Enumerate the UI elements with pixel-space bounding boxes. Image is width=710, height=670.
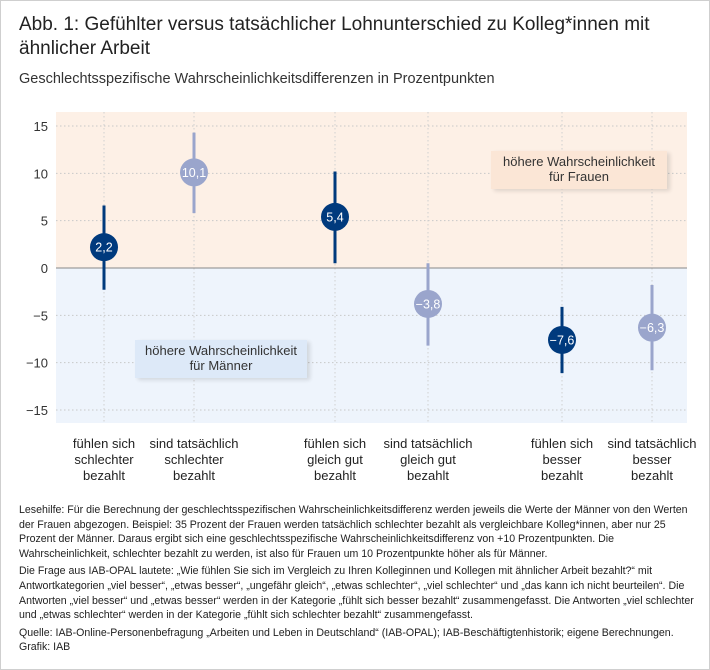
x-tick-label: schlechter	[164, 452, 224, 467]
data-label: 2,2	[95, 241, 112, 255]
data-point	[414, 289, 442, 318]
annotation-text: höhere Wahrscheinlichkeit	[503, 154, 655, 169]
x-tick-label: bezahlt	[407, 468, 449, 483]
x-tick-label: sind tatsächlich	[608, 436, 697, 451]
y-tick-label: 0	[41, 261, 48, 276]
x-tick-label: bezahlt	[173, 468, 215, 483]
x-tick-label: fühlen sich	[304, 436, 366, 451]
annotation-text: für Frauen	[549, 169, 609, 184]
x-tick-label: schlechter	[74, 452, 134, 467]
annotation-box	[135, 340, 307, 378]
data-label: 10,1	[182, 166, 206, 180]
data-point	[548, 325, 576, 354]
positive-area	[56, 112, 687, 268]
question-note: Die Frage aus IAB-OPAL lautete: „Wie füh…	[19, 565, 694, 622]
x-tick-label: sind tatsächlich	[150, 436, 239, 451]
data-point	[321, 202, 349, 231]
x-tick-label: bezahlt	[83, 468, 125, 483]
data-label: 5,4	[326, 210, 343, 224]
x-tick-label: fühlen sich	[73, 436, 135, 451]
x-tick-label: besser	[632, 452, 672, 467]
annotation-box	[491, 151, 667, 189]
chart-title: Abb. 1: Gefühlter versus tatsächlicher L…	[19, 14, 650, 59]
data-label: −3,8	[416, 297, 441, 311]
x-tick-label: sind tatsächlich	[384, 436, 473, 451]
data-point	[180, 158, 208, 187]
y-tick-label: −10	[26, 356, 48, 371]
y-tick-label: −15	[26, 403, 48, 418]
y-tick-label: 10	[34, 166, 48, 181]
data-label: −7,6	[550, 333, 575, 347]
x-tick-label: besser	[542, 452, 582, 467]
y-tick-label: 5	[41, 214, 48, 229]
data-point	[638, 313, 666, 342]
graphic-credit: Grafik: IAB	[19, 641, 71, 654]
x-tick-label: gleich gut	[307, 452, 363, 467]
x-tick-label: bezahlt	[314, 468, 356, 483]
x-tick-label: gleich gut	[400, 452, 456, 467]
x-tick-label: bezahlt	[541, 468, 583, 483]
data-label: −6,3	[640, 321, 665, 335]
y-tick-label: −5	[33, 308, 48, 323]
annotation-text: für Männer	[190, 358, 254, 373]
data-point	[90, 233, 118, 262]
reading-aid: Lesehilfe: Für die Berechnung der geschl…	[19, 504, 688, 560]
y-tick-label: 15	[34, 119, 48, 134]
chart-subtitle: Geschlechtsspezifische Wahrscheinlichkei…	[19, 71, 495, 87]
source: Quelle: IAB-Online-Personenbefragung „Ar…	[19, 626, 674, 639]
notes: Lesehilfe: Für die Berechnung der geschl…	[19, 503, 699, 658]
annotation-text: höhere Wahrscheinlichkeit	[145, 343, 297, 358]
x-tick-label: bezahlt	[631, 468, 673, 483]
x-tick-label: fühlen sich	[531, 436, 593, 451]
